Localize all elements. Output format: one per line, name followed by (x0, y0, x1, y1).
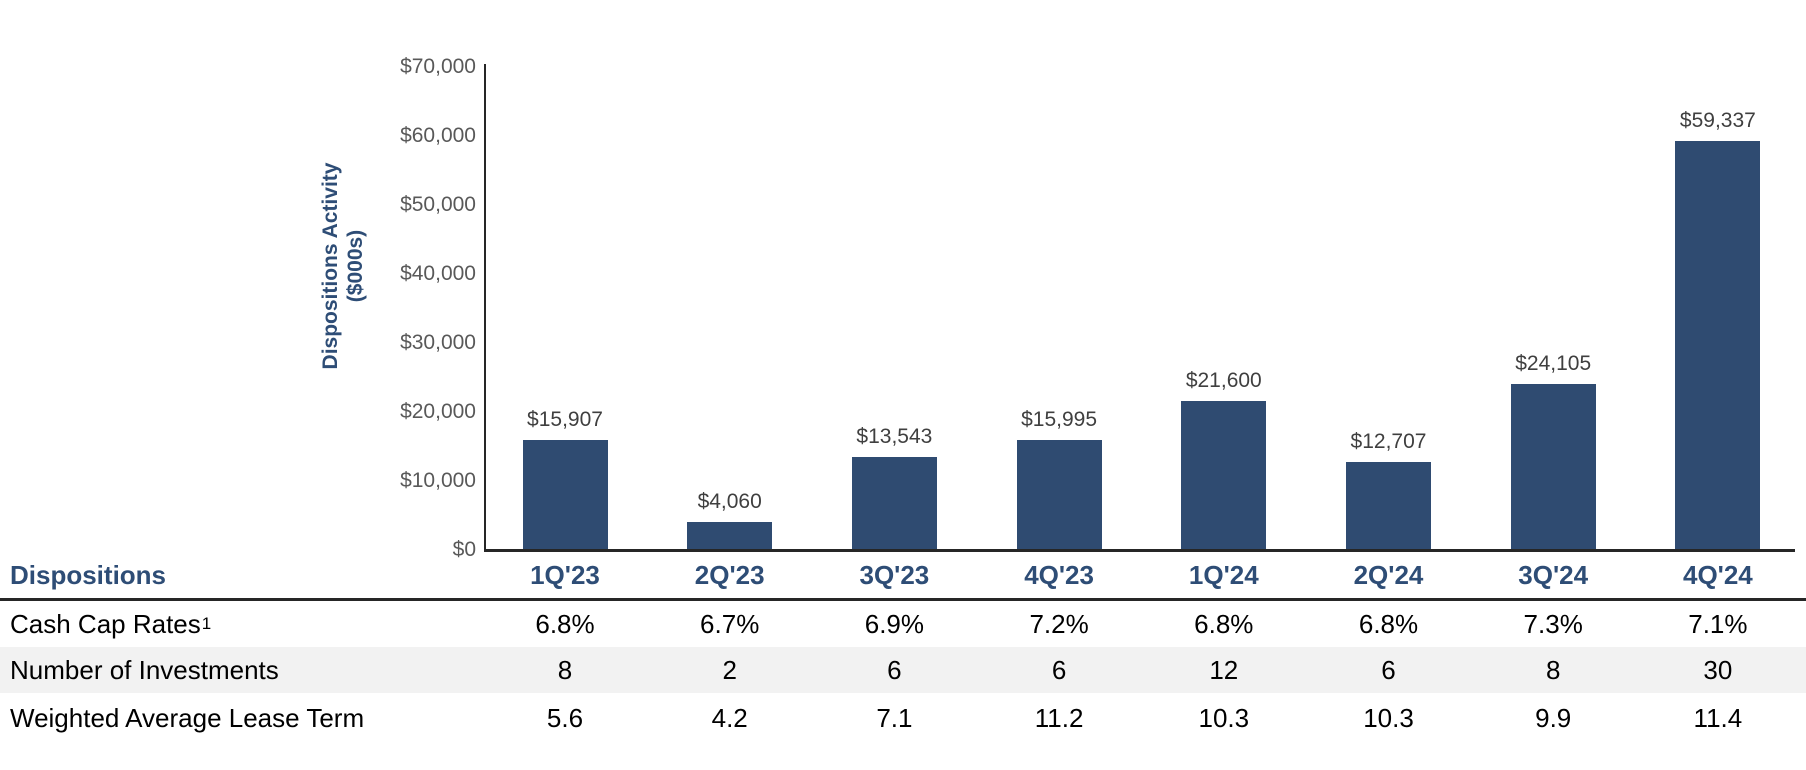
cell-cash-cap-rates-3Q'23: 6.9% (864, 608, 925, 639)
bar-value-label-3Q'23: $13,543 (856, 425, 933, 448)
table-row-weighted-average-lease-term: Weighted Average Lease Term 5.6 4.2 7.1 11.2… (0, 693, 1806, 743)
column-header-2Q'24: 2Q'24 (1353, 560, 1424, 590)
cell-weighted-average-lease-term-3Q'23: 7.1 (876, 702, 913, 733)
cell-number-of-investments-1Q'23: 8 (557, 654, 573, 685)
x-axis-line (484, 549, 1795, 552)
cell-number-of-investments-4Q'23: 6 (1051, 654, 1067, 685)
y-tick-4: $40,000 (400, 262, 476, 285)
y-axis-title-line2: ($000s) (344, 229, 368, 303)
cell-weighted-average-lease-term-4Q'24: 11.4 (1693, 702, 1743, 733)
table-header-row: Dispositions 1Q'23 2Q'23 3Q'23 4Q'23 1Q'24 2Q… (0, 552, 1806, 598)
bar-4Q'23 (1016, 440, 1102, 550)
bar-2Q'24 (1346, 462, 1431, 550)
y-axis-line (484, 64, 486, 551)
bar-value-label-4Q'23: $15,995 (1021, 408, 1098, 431)
column-header-1Q'24: 1Q'24 (1188, 560, 1259, 590)
cell-number-of-investments-2Q'24: 6 (1381, 654, 1396, 685)
y-tick-0: $0 (452, 538, 476, 561)
bar-1Q'24 (1181, 401, 1267, 550)
cell-cash-cap-rates-3Q'24: 7.3% (1523, 608, 1583, 639)
y-tick-5: $50,000 (400, 193, 476, 216)
column-header-4Q'23: 4Q'23 (1024, 560, 1094, 590)
cell-weighted-average-lease-term-2Q'23: 4.2 (711, 702, 748, 733)
table-row-cash-cap-rates: Cash Cap Rates 1 6.8% 6.7% 6.9% 7.2% 6.8% 6.8% 7… (0, 601, 1806, 647)
bar-value-label-1Q'24: $21,600 (1185, 369, 1262, 392)
column-header-4Q'24: 4Q'24 (1682, 560, 1753, 590)
cell-number-of-investments-3Q'24: 8 (1545, 654, 1561, 685)
row-label-number-of-investments: Number of Investments (10, 654, 279, 685)
cell-number-of-investments-4Q'24: 30 (1703, 654, 1733, 685)
cell-cash-cap-rates-2Q'24: 6.8% (1358, 608, 1419, 639)
cell-weighted-average-lease-term-1Q'24: 10.3 (1198, 702, 1250, 733)
table-title: Dispositions (10, 559, 167, 590)
y-tick-6: $60,000 (400, 124, 476, 147)
cell-cash-cap-rates-2Q'23: 6.7% (700, 608, 760, 639)
column-header-3Q'23: 3Q'23 (859, 560, 930, 590)
column-header-2Q'23: 2Q'23 (694, 560, 765, 590)
cell-weighted-average-lease-term-2Q'24: 10.3 (1363, 702, 1414, 733)
bar-2Q'23 (687, 522, 773, 550)
cell-weighted-average-lease-term-1Q'23: 5.6 (546, 702, 584, 733)
y-tick-7: $70,000 (400, 55, 476, 78)
cell-number-of-investments-3Q'23: 6 (887, 654, 902, 685)
bar-3Q'24 (1510, 384, 1596, 550)
y-tick-2: $20,000 (400, 400, 476, 423)
bar-value-label-2Q'23: $4,060 (697, 490, 762, 513)
cell-cash-cap-rates-4Q'24: 7.1% (1688, 608, 1748, 639)
cell-weighted-average-lease-term-3Q'24: 9.9 (1535, 702, 1572, 733)
y-axis-title-line1: Dispositions Activity (319, 162, 342, 370)
cell-number-of-investments-2Q'23: 2 (722, 654, 737, 685)
cell-cash-cap-rates-1Q'23: 6.8% (535, 608, 595, 639)
bar-4Q'24 (1675, 141, 1761, 550)
bar-value-label-2Q'24: $12,707 (1350, 430, 1427, 453)
column-header-1Q'23: 1Q'23 (530, 560, 600, 590)
cell-number-of-investments-1Q'24: 12 (1209, 654, 1239, 685)
column-header-3Q'24: 3Q'24 (1518, 560, 1589, 590)
bar-3Q'23 (851, 457, 937, 550)
bar-1Q'23 (522, 440, 608, 550)
cell-cash-cap-rates-4Q'23: 7.2% (1029, 608, 1089, 639)
cell-weighted-average-lease-term-4Q'23: 11.2 (1034, 702, 1084, 733)
row-label-weighted-average-lease-term: Weighted Average Lease Term (10, 702, 365, 733)
y-tick-1: $10,000 (400, 469, 476, 492)
bar-value-label-3Q'24: $24,105 (1515, 352, 1592, 375)
table-divider (0, 598, 1806, 601)
row-label-cash-cap-rates: Cash Cap Rates 1 (10, 608, 212, 639)
cell-cash-cap-rates-1Q'24: 6.8% (1194, 608, 1254, 639)
bar-value-label-4Q'24: $59,337 (1679, 109, 1756, 132)
y-tick-3: $30,000 (400, 331, 476, 354)
bar-value-label-1Q'23: $15,907 (527, 408, 603, 431)
table-row-number-of-investments: Number of Investments 8 2 6 6 12 6 8 30 (0, 647, 1806, 693)
